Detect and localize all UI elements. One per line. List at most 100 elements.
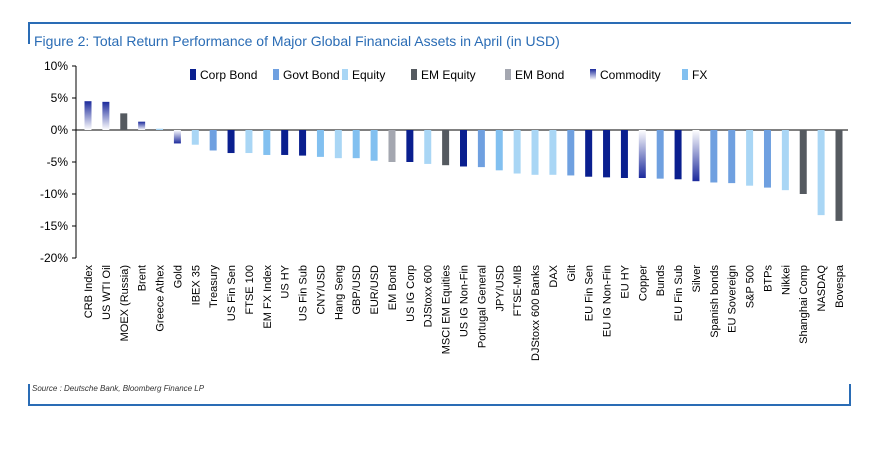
x-tick-label: Silver [691, 265, 703, 293]
x-tick-label: NASDAQ [816, 265, 828, 312]
bar [406, 130, 414, 162]
bar [334, 130, 342, 159]
x-tick-label: Gold [172, 265, 184, 288]
legend-swatch [505, 69, 511, 80]
y-tick-label: 10% [44, 59, 68, 73]
bar [728, 130, 736, 184]
x-tick-label: Hang Seng [333, 265, 345, 320]
x-tick-label: EM Bond [387, 265, 399, 310]
bar [692, 130, 700, 182]
chart-title: Figure 2: Total Return Performance of Ma… [34, 33, 560, 49]
bar [173, 130, 181, 144]
y-tick-label: 0% [51, 123, 69, 137]
x-tick-label: FTSE-MIB [512, 265, 524, 316]
y-tick-label: -20% [40, 251, 68, 265]
legend-swatch [342, 69, 348, 80]
x-tick-label: US IG Corp [405, 265, 417, 322]
x-tick-label: Gilt [566, 265, 578, 282]
x-tick-label: US IG Non-Fin [459, 265, 471, 337]
bar [138, 121, 146, 130]
x-tick-label: Brent [137, 265, 149, 291]
x-tick-label: Greece Athex [155, 265, 167, 332]
bar [84, 101, 92, 130]
y-tick-label: -10% [40, 187, 68, 201]
y-tick-label: -15% [40, 219, 68, 233]
x-tick-label: S&P 500 [745, 265, 757, 308]
x-tick-label: IBEX 35 [190, 265, 202, 305]
x-tick-label: Shanghai Comp [798, 265, 810, 344]
x-tick-label: EU Fin Sen [584, 265, 596, 321]
x-tick-label: Treasury [208, 265, 220, 308]
bar [746, 130, 754, 186]
bar [156, 128, 164, 130]
bar [495, 130, 503, 171]
legend-label: Equity [352, 68, 385, 82]
bar [656, 130, 664, 179]
bar [531, 130, 539, 175]
legend-swatch [590, 69, 596, 80]
bar [442, 130, 450, 166]
bar [638, 130, 646, 178]
bar [763, 130, 771, 188]
legend-swatch [190, 69, 196, 80]
x-tick-label: EU Sovereign [727, 265, 739, 333]
legend-label: Corp Bond [200, 68, 257, 82]
x-tick-label: Nikkei [780, 265, 792, 295]
x-tick-label: US Fin Sen [226, 265, 238, 321]
bar [245, 130, 253, 154]
x-tick-label: EU IG Non-Fin [602, 265, 614, 337]
bar [424, 130, 432, 164]
right-border-bottom [849, 384, 851, 406]
bar [710, 130, 718, 183]
bar [227, 130, 235, 154]
bar [352, 130, 360, 159]
legend-swatch [411, 69, 417, 80]
bar [299, 130, 307, 156]
y-tick-label: 5% [51, 91, 69, 105]
bar [209, 130, 217, 151]
bar [388, 130, 396, 162]
bar [120, 113, 128, 130]
x-tick-label: Portugal General [476, 265, 488, 348]
bar [191, 130, 199, 145]
source-note: Source : Deutsche Bank, Bloomberg Financ… [32, 384, 205, 393]
bottom-border [28, 404, 851, 406]
top-border [28, 22, 851, 24]
x-tick-label: DJStoxx 600 Banks [530, 265, 542, 361]
x-tick-label: US WTI Oil [101, 265, 113, 320]
bar [781, 130, 789, 191]
x-tick-label: DJStoxx 600 [423, 265, 435, 327]
bar [835, 130, 843, 221]
x-tick-label: EM FX Index [262, 265, 274, 329]
x-tick-label: CRB Index [83, 265, 95, 319]
bar [460, 130, 467, 167]
x-tick-label: Copper [637, 265, 649, 301]
x-tick-label: Bunds [655, 265, 667, 297]
legend-label: EM Bond [515, 68, 564, 82]
bar [263, 130, 271, 155]
bar [513, 130, 521, 174]
x-tick-label: CNY/USD [315, 265, 327, 315]
bar [281, 130, 289, 155]
legend-label: Govt Bond [283, 68, 340, 82]
bar [370, 130, 378, 161]
legend-swatch [682, 69, 688, 80]
left-border-bottom [28, 384, 30, 406]
x-tick-label: MSCI EM Equities [441, 265, 453, 355]
x-tick-label: Spanish bonds [709, 265, 721, 338]
bar [620, 130, 628, 178]
bar [102, 101, 110, 130]
legend-label: EM Equity [421, 68, 476, 82]
x-tick-label: EU HY [619, 264, 631, 298]
x-tick-label: BTPs [762, 265, 774, 292]
y-tick-label: -5% [47, 155, 69, 169]
x-tick-label: US HY [280, 264, 292, 298]
bar [567, 130, 575, 176]
x-tick-label: Bovespa [834, 264, 846, 308]
bar [674, 130, 682, 180]
bar [603, 130, 611, 178]
x-tick-label: DAX [548, 264, 560, 287]
bar [316, 130, 324, 157]
bar [817, 130, 825, 216]
